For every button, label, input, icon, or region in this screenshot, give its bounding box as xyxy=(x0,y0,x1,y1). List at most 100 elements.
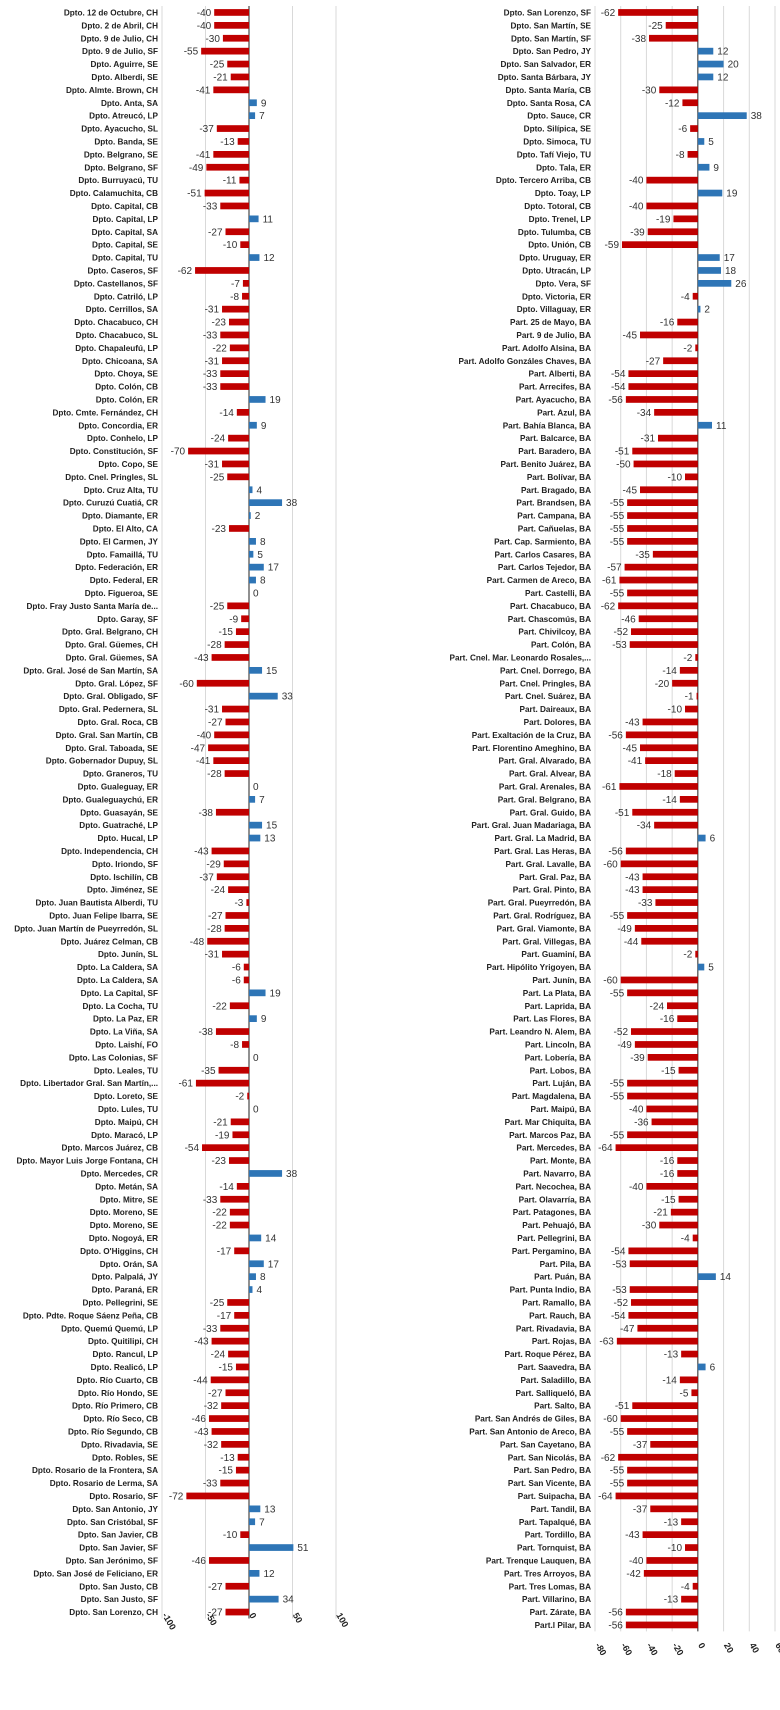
bar xyxy=(679,1376,698,1384)
bar xyxy=(228,525,249,532)
data-label: 13 xyxy=(264,834,276,845)
bar xyxy=(634,924,698,932)
bar xyxy=(228,886,249,894)
bar xyxy=(225,912,249,919)
category-label: Part. Leandro N. Alem, BA xyxy=(489,1028,591,1037)
bar xyxy=(681,1518,698,1526)
data-label: 18 xyxy=(725,266,737,277)
bar xyxy=(249,1273,256,1281)
category-label: Dpto. Belgrano, SE xyxy=(84,150,159,159)
bar xyxy=(627,1092,698,1100)
bar xyxy=(620,860,698,868)
bar xyxy=(659,86,698,94)
data-label: -2 xyxy=(683,653,692,664)
bar xyxy=(697,189,723,197)
category-label: Part. Tres Lomas, BA xyxy=(509,1582,591,1591)
data-label: -43 xyxy=(194,1427,209,1438)
category-label: Part. San Nicolás, BA xyxy=(508,1453,591,1462)
bar xyxy=(677,1015,698,1023)
category-label: Dpto. Capital, CB xyxy=(91,202,158,211)
bar xyxy=(207,937,249,945)
bar xyxy=(625,1608,698,1616)
category-label: Dpto. Río Cuarto, CB xyxy=(77,1376,158,1385)
data-label: -9 xyxy=(229,614,238,625)
bar xyxy=(229,1221,249,1229)
data-label: -44 xyxy=(624,937,639,948)
data-label: -53 xyxy=(612,1285,627,1296)
category-label: Dpto. Hucal, LP xyxy=(98,834,159,843)
category-label: Part. Ramallo, BA xyxy=(522,1298,591,1307)
bar xyxy=(682,99,698,107)
bar xyxy=(216,873,249,881)
bar xyxy=(640,331,698,339)
category-label: Part. Gral. Lavalle, BA xyxy=(505,860,591,869)
data-label: -15 xyxy=(218,1362,233,1373)
data-label: -61 xyxy=(602,782,617,793)
data-label: -33 xyxy=(638,898,653,909)
bar xyxy=(659,1221,698,1229)
data-label: -42 xyxy=(626,1569,641,1580)
data-label: 14 xyxy=(265,1233,277,1244)
bar xyxy=(249,1015,257,1023)
bar xyxy=(242,292,249,300)
chart-panel-1: Dpto. 12 de Octubre, CH -40 Dpto. 2 de Abr… xyxy=(14,6,350,1632)
data-label: 7 xyxy=(259,1517,265,1528)
bar xyxy=(672,679,698,687)
category-label: Dpto. Gualeguaychú, ER xyxy=(62,795,158,804)
bar xyxy=(214,21,249,29)
category-label: Dpto. Caseros, SF xyxy=(87,266,158,275)
data-label: -38 xyxy=(198,808,213,819)
category-label: Part. Hipólito Yrigoyen, BA xyxy=(487,963,592,972)
bar xyxy=(224,770,249,777)
bar xyxy=(249,396,266,403)
category-label: Part. Bahía Blanca, BA xyxy=(503,421,591,430)
data-label: -62 xyxy=(178,266,193,277)
category-label: Dpto. Rivadavia, SE xyxy=(81,1440,158,1449)
category-label: Part. Marcos Paz, BA xyxy=(509,1131,591,1140)
data-label: -37 xyxy=(199,872,214,883)
bar xyxy=(629,641,698,648)
category-label: Part. Exaltación de la Cruz, BA xyxy=(472,731,591,740)
bar xyxy=(627,1131,698,1139)
bar xyxy=(679,666,698,674)
category-label: Part. Carlos Tejedor, BA xyxy=(498,563,591,572)
bar xyxy=(627,989,698,997)
bar xyxy=(620,976,698,984)
tick-label: -80 xyxy=(593,1641,608,1657)
category-label: Dpto. Gral. San Martín, CB xyxy=(56,731,158,740)
data-label: -36 xyxy=(634,1117,649,1128)
data-label: -31 xyxy=(205,705,220,716)
data-label: -22 xyxy=(212,343,227,354)
category-label: Dpto. Rosario de Lerma, SA xyxy=(50,1479,158,1488)
data-label: -25 xyxy=(210,1298,225,1309)
category-label: Dpto. Aguirre, SE xyxy=(91,60,159,69)
data-label: -33 xyxy=(203,1479,218,1490)
bar xyxy=(691,1389,698,1397)
data-label: -40 xyxy=(197,8,212,19)
bar xyxy=(625,1621,698,1629)
bar xyxy=(697,279,732,287)
data-label: -30 xyxy=(205,34,220,45)
category-label: Part. Gral. Paz, BA xyxy=(519,873,591,882)
category-label: Dpto. Juárez Celman, CB xyxy=(61,937,158,946)
bar xyxy=(236,408,249,416)
category-label: Dpto. Gral. Güemes, CH xyxy=(65,641,158,650)
category-label: Part. Lincoln, BA xyxy=(525,1040,591,1049)
data-label: -55 xyxy=(610,498,625,509)
category-label: Dpto. Curuzú Cuatiá, CR xyxy=(63,499,158,508)
bar xyxy=(685,1544,698,1551)
category-label: Part. Arrecifes, BA xyxy=(519,383,591,392)
data-label: 5 xyxy=(708,963,714,974)
category-label: Dpto. Marcos Juárez, CB xyxy=(62,1144,159,1153)
bar xyxy=(204,189,249,197)
category-label: Part. Ayacucho, BA xyxy=(516,395,591,404)
bar xyxy=(627,1479,698,1487)
category-label: Dpto. Gral. José de San Martín, SA xyxy=(23,666,158,675)
category-label: Dpto. Pellegrini, SE xyxy=(82,1298,158,1307)
bar xyxy=(646,1182,698,1190)
category-label: Part. Tornquist, BA xyxy=(517,1544,591,1553)
tick-label: 100 xyxy=(334,1611,350,1629)
category-label: Dpto. Diamante, ER xyxy=(82,512,158,521)
category-label: Dpto. Ayacucho, SL xyxy=(81,125,158,134)
